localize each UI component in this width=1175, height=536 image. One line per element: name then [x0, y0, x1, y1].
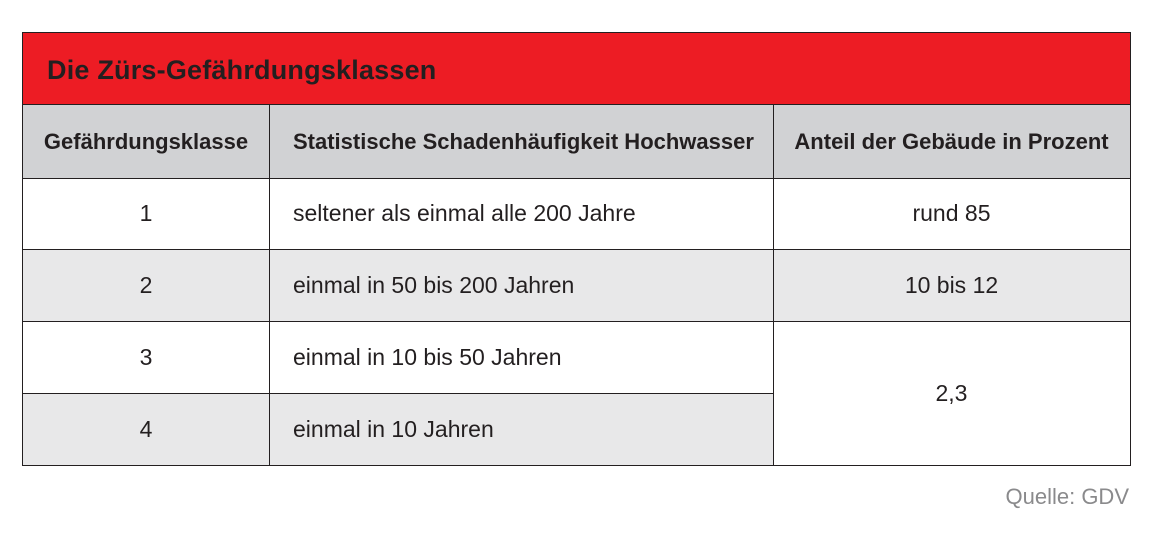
table-cell-haeufigkeit: einmal in 10 bis 50 Jahren: [269, 321, 773, 393]
row-divider: [23, 178, 1130, 179]
table-cell-klasse: 3: [23, 321, 269, 393]
header-cell-haeufigkeit: Statistische Schadenhäufigkeit Hochwasse…: [269, 105, 773, 178]
hazard-classes-table: Die Zürs-Gefährdungsklassen Gefährdungsk…: [22, 32, 1131, 466]
table-cell-anteil: rund 85: [773, 178, 1130, 249]
header-cell-anteil: Anteil der Gebäude in Prozent: [773, 105, 1130, 178]
row-divider: [23, 321, 1130, 322]
table-cell-anteil: 10 bis 12: [773, 249, 1130, 321]
header-cell-klasse: Gefährdungsklasse: [23, 105, 269, 178]
table-title: Die Zürs-Gefährdungsklassen: [47, 55, 437, 85]
row-divider: [23, 393, 773, 394]
table-cell-klasse: 4: [23, 393, 269, 465]
table-title-bar: Die Zürs-Gefährdungsklassen: [23, 33, 1130, 105]
table-cell-anteil-merged: 2,3: [773, 321, 1130, 465]
source-note: Quelle: GDV: [1005, 484, 1130, 509]
table-grid: Gefährdungsklasse Statistische Schadenhä…: [23, 105, 1130, 465]
column-divider: [773, 105, 774, 465]
table-cell-klasse: 2: [23, 249, 269, 321]
table-cell-haeufigkeit: seltener als einmal alle 200 Jahre: [269, 178, 773, 249]
column-divider: [269, 105, 270, 465]
table-cell-klasse: 1: [23, 178, 269, 249]
table-cell-haeufigkeit: einmal in 10 Jahren: [269, 393, 773, 465]
row-divider: [23, 249, 1130, 250]
table-cell-haeufigkeit: einmal in 50 bis 200 Jahren: [269, 249, 773, 321]
